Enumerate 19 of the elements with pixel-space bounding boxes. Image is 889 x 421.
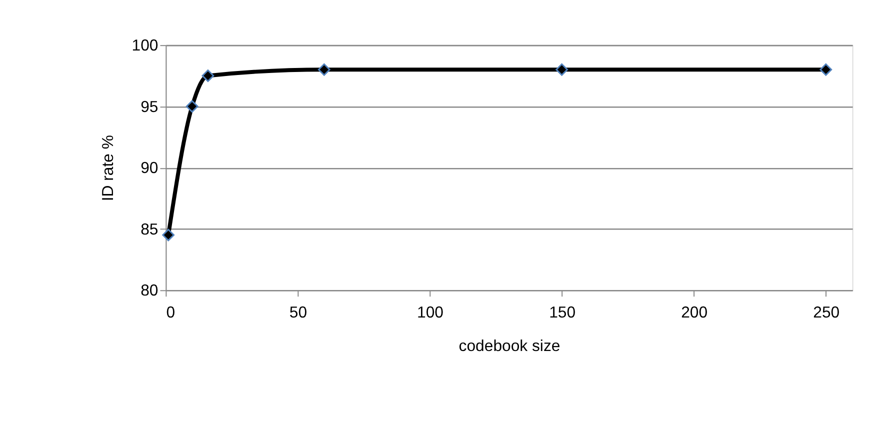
x-tick-label: 250 [813,304,840,322]
point [202,70,214,82]
y-tick-label: 85 [140,221,158,238]
y-tick-label: 95 [140,98,158,116]
x-tick-label: 0 [166,304,176,322]
point [186,100,198,113]
point [162,228,175,242]
x-tick-label: 150 [549,304,576,322]
x-tick-label: 100 [417,304,444,322]
y-axis-title: ID rate % [100,135,117,202]
point [318,63,330,76]
x-tick-label: 200 [681,304,708,322]
y-tick-label: 90 [140,160,158,178]
x-tick-label: 50 [289,304,308,322]
y-tick-label: 100 [132,38,158,55]
y-tick-label: 80 [140,282,158,300]
point [556,63,568,76]
point [820,63,832,76]
x-axis-title: codebook size [458,338,560,356]
